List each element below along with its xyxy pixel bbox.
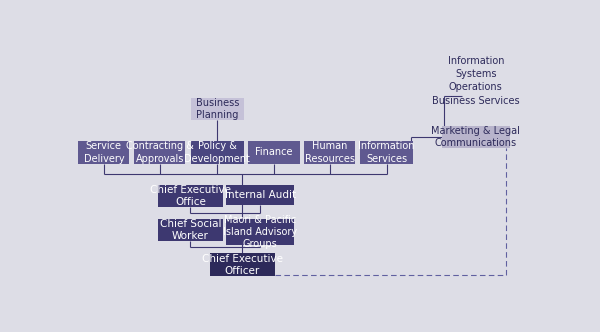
FancyBboxPatch shape (442, 126, 509, 148)
FancyBboxPatch shape (226, 219, 294, 245)
FancyBboxPatch shape (78, 141, 130, 164)
Text: Chief Social
Worker: Chief Social Worker (160, 219, 221, 241)
Text: Information
Systems
Operations
Business Services: Information Systems Operations Business … (432, 56, 520, 106)
FancyBboxPatch shape (158, 185, 223, 207)
Text: Business
Planning: Business Planning (196, 98, 239, 120)
Text: Finance: Finance (255, 147, 293, 157)
Text: Policy &
Development: Policy & Development (184, 141, 250, 164)
FancyBboxPatch shape (134, 141, 185, 164)
FancyBboxPatch shape (158, 219, 223, 241)
Text: Information
Services: Information Services (358, 141, 415, 164)
Text: Chief Executive
Office: Chief Executive Office (150, 185, 231, 207)
Text: Internal Audit: Internal Audit (224, 190, 296, 200)
FancyBboxPatch shape (304, 141, 355, 164)
Text: Maori & Pacific
Island Advisory
Groups: Maori & Pacific Island Advisory Groups (223, 215, 297, 249)
FancyBboxPatch shape (360, 141, 413, 164)
FancyBboxPatch shape (248, 141, 299, 164)
FancyBboxPatch shape (226, 185, 294, 205)
Text: Contracting &
Approvals: Contracting & Approvals (125, 141, 194, 164)
FancyBboxPatch shape (191, 98, 244, 120)
Text: Marketing & Legal
Communications: Marketing & Legal Communications (431, 126, 520, 148)
FancyBboxPatch shape (210, 253, 275, 276)
Text: Human
Resources: Human Resources (305, 141, 355, 164)
Text: Chief Executive
Officer: Chief Executive Officer (202, 254, 283, 276)
Text: Service
Delivery: Service Delivery (83, 141, 124, 164)
FancyBboxPatch shape (191, 141, 244, 164)
